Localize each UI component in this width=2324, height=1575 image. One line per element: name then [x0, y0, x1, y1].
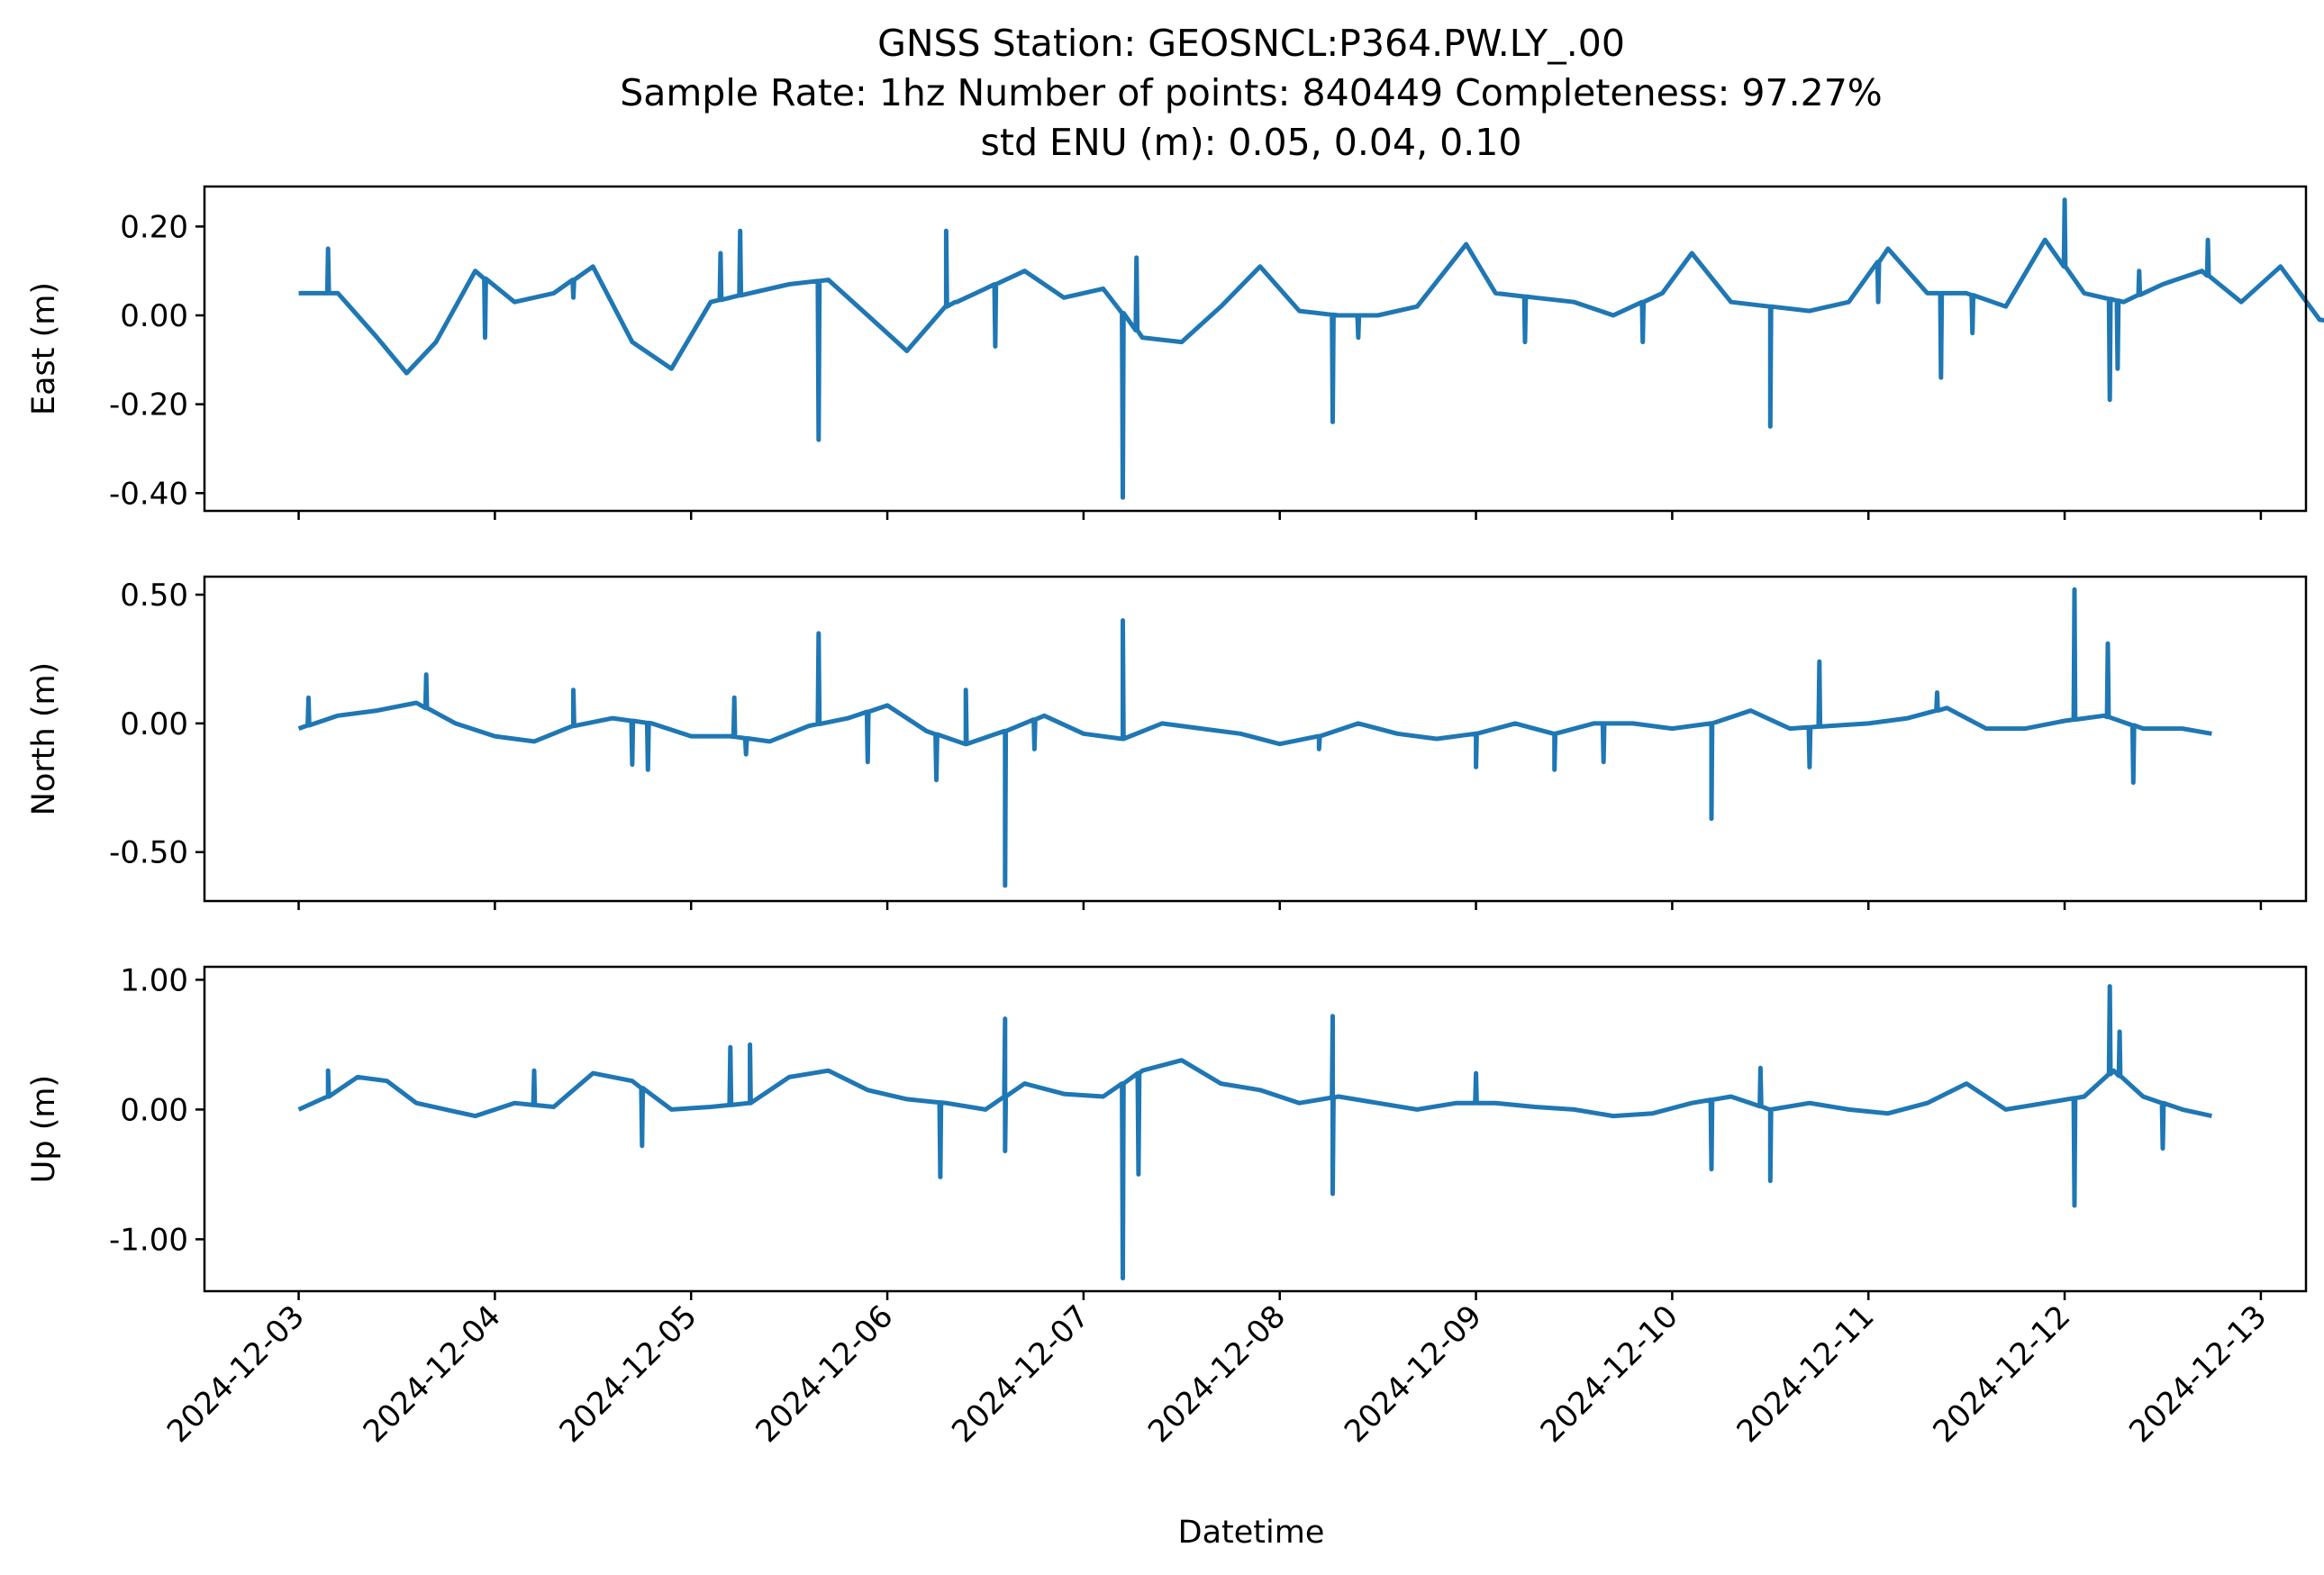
series-line — [297, 587, 2212, 888]
x-tick-label: 2024-12-05 — [553, 1298, 704, 1450]
y-tick-label: 0.50 — [120, 578, 188, 614]
x-tick-label: 2024-12-03 — [160, 1298, 312, 1450]
x-tick-label: 2024-12-13 — [2122, 1298, 2274, 1450]
x-tick-label: 2024-12-11 — [1730, 1298, 1882, 1450]
y-axis-label: Up (m) — [26, 1075, 62, 1183]
up-panel: 1.00 0.00 -1.00 Up (m) — [26, 962, 2308, 1300]
x-axis-ticks: 2024-12-03 2024-12-04 2024-12-05 2024-12-06… — [160, 1298, 2274, 1450]
y-tick-label: -0.50 — [109, 835, 188, 871]
x-tick-label: 2024-12-09 — [1338, 1298, 1489, 1450]
y-tick-label: 0.20 — [120, 209, 188, 245]
y-tick-label: -0.40 — [109, 476, 188, 512]
axes-frame — [203, 185, 2308, 513]
y-axis-label: East (m) — [26, 282, 62, 415]
chart-title-line-1: GNSS Station: GEOSNCL:P364.PW.LY_.00 — [877, 22, 1625, 65]
east-panel: 0.20 0.00 -0.20 -0.40 East (m) — [26, 185, 2324, 520]
y-tick-label: -1.00 — [109, 1222, 188, 1258]
y-tick-label: 1.00 — [120, 962, 188, 998]
chart-title-line-3: std ENU (m): 0.05, 0.04, 0.10 — [981, 121, 1522, 164]
x-axis-label: Datetime — [1178, 1515, 1325, 1551]
y-tick-label: 0.00 — [120, 298, 188, 334]
y-tick-label: 0.00 — [120, 1092, 188, 1128]
series-line — [297, 984, 2212, 1281]
x-tick-label: 2024-12-10 — [1534, 1298, 1685, 1450]
x-tick-label: 2024-12-06 — [749, 1298, 900, 1450]
plot-area — [204, 187, 2306, 511]
y-tick-label: -0.20 — [109, 387, 188, 423]
axes-frame — [203, 965, 2308, 1293]
x-tick-label: 2024-12-04 — [357, 1298, 508, 1450]
y-axis-label: North (m) — [26, 662, 62, 815]
y-tick-label: 0.00 — [120, 706, 188, 742]
x-tick-label: 2024-12-08 — [1141, 1298, 1293, 1450]
series-line — [298, 197, 2324, 500]
chart-title-line-2: Sample Rate: 1hz Number of points: 84044… — [620, 71, 1883, 114]
axes-frame — [203, 575, 2308, 903]
north-panel: 0.50 0.00 -0.50 North (m) — [26, 575, 2308, 910]
x-tick-label: 2024-12-07 — [945, 1298, 1096, 1450]
x-tick-label: 2024-12-12 — [1926, 1298, 2077, 1450]
plot-area — [204, 967, 2306, 1291]
